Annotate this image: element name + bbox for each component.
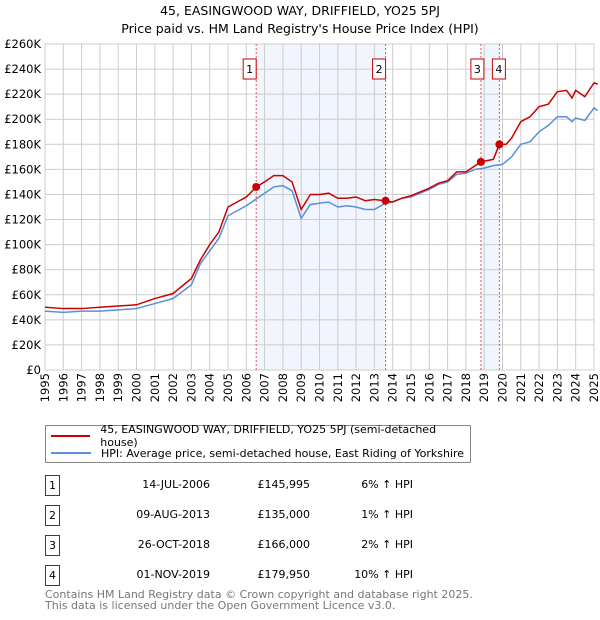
legend-label: HPI: Average price, semi-detached house,… bbox=[101, 446, 465, 460]
x-tick-label: 2025 bbox=[587, 373, 600, 402]
x-tick-label: 2015 bbox=[404, 373, 418, 402]
x-tick-label: 2008 bbox=[276, 373, 290, 402]
sale-number-label: 4 bbox=[495, 63, 502, 76]
x-tick-label: 2000 bbox=[130, 373, 144, 402]
x-tick-label: 2004 bbox=[203, 373, 217, 402]
footer: Contains HM Land Registry data © Crown c… bbox=[45, 589, 473, 611]
sale-row: 2 09-AUG-2013 £135,000 1% ↑ HPI bbox=[45, 505, 465, 526]
sale-hpi-diff: 2% ↑ HPI bbox=[361, 538, 413, 551]
chart-subtitle: Price paid vs. HM Land Registry's House … bbox=[121, 21, 479, 36]
x-tick-label: 2018 bbox=[459, 373, 473, 402]
x-tick-label: 1995 bbox=[38, 373, 52, 402]
footer-line-1: Contains HM Land Registry data © Crown c… bbox=[45, 588, 473, 601]
red-line-swatch bbox=[51, 435, 91, 437]
x-tick-label: 2010 bbox=[313, 373, 327, 402]
series-line bbox=[44, 106, 599, 314]
series-line bbox=[44, 81, 598, 310]
x-tick-label: 2019 bbox=[477, 373, 491, 402]
y-tick-label: £0 bbox=[26, 363, 41, 377]
sale-number-badge: 1 bbox=[45, 475, 60, 496]
sale-date: 09-AUG-2013 bbox=[136, 508, 210, 521]
sale-point bbox=[476, 157, 485, 166]
shaded-period bbox=[480, 44, 500, 370]
x-tick-label: 2003 bbox=[184, 373, 198, 402]
y-tick-label: £40K bbox=[12, 313, 42, 327]
y-tick-label: £20K bbox=[12, 338, 42, 352]
y-tick-label: £80K bbox=[12, 263, 42, 277]
sale-row: 1 14-JUL-2006 £145,995 6% ↑ HPI bbox=[45, 475, 465, 496]
sale-date: 26-OCT-2018 bbox=[137, 538, 210, 551]
x-tick-label: 2012 bbox=[349, 373, 363, 402]
x-tick-label: 2001 bbox=[148, 373, 162, 402]
chart-title: 45, EASINGWOOD WAY, DRIFFIELD, YO25 5PJ bbox=[160, 3, 440, 18]
x-tick-label: 2011 bbox=[331, 373, 345, 402]
sale-date: 01-NOV-2019 bbox=[136, 568, 210, 581]
x-tick-label: 2009 bbox=[294, 373, 308, 402]
sale-point bbox=[252, 182, 261, 191]
sale-point bbox=[495, 140, 504, 149]
sale-hpi-diff: 10% ↑ HPI bbox=[354, 568, 413, 581]
legend-label: 45, EASINGWOOD WAY, DRIFFIELD, YO25 5PJ … bbox=[100, 423, 437, 449]
sale-hpi-diff: 6% ↑ HPI bbox=[361, 478, 413, 491]
x-tick-label: 2014 bbox=[386, 373, 400, 402]
legend: 45, EASINGWOOD WAY, DRIFFIELD, YO25 5PJ … bbox=[45, 423, 471, 463]
x-tick-label: 2023 bbox=[550, 373, 564, 402]
sale-number-badge: 2 bbox=[45, 505, 60, 526]
sale-number-badge: 4 bbox=[45, 565, 60, 586]
sale-number-label: 3 bbox=[474, 63, 481, 76]
x-tick-label: 2002 bbox=[166, 373, 180, 402]
y-tick-label: £140K bbox=[4, 187, 41, 201]
sale-number-box bbox=[470, 58, 485, 80]
sale-price: £179,950 bbox=[257, 568, 311, 581]
legend-item-hpi: HPI: Average price, semi-detached house,… bbox=[46, 445, 464, 461]
x-tick-label: 2013 bbox=[367, 373, 381, 402]
x-tick-label: 2007 bbox=[258, 373, 272, 402]
x-tick-label: 2006 bbox=[239, 373, 253, 402]
sale-number-box bbox=[372, 58, 387, 80]
y-tick-label: £100K bbox=[4, 238, 41, 252]
x-tick-label: 1996 bbox=[56, 373, 70, 402]
sale-row: 3 26-OCT-2018 £166,000 2% ↑ HPI bbox=[45, 535, 465, 556]
y-tick-label: £180K bbox=[4, 137, 41, 151]
x-tick-label: 2005 bbox=[221, 373, 235, 402]
blue-line-swatch bbox=[51, 452, 91, 454]
legend-item-property: 45, EASINGWOOD WAY, DRIFFIELD, YO25 5PJ … bbox=[46, 423, 470, 449]
y-tick-label: £60K bbox=[12, 288, 42, 302]
y-tick-label: £120K bbox=[4, 213, 41, 227]
y-tick-label: £200K bbox=[4, 112, 41, 126]
shaded-period bbox=[256, 44, 386, 370]
plot-border bbox=[44, 43, 595, 371]
sale-price: £145,995 bbox=[257, 478, 311, 491]
x-tick-label: 1998 bbox=[93, 373, 107, 402]
sale-price: £135,000 bbox=[257, 508, 311, 521]
x-tick-label: 2020 bbox=[496, 373, 510, 402]
sale-hpi-diff: 1% ↑ HPI bbox=[361, 508, 413, 521]
sale-price: £166,000 bbox=[257, 538, 311, 551]
sale-number-label: 2 bbox=[376, 63, 383, 76]
x-tick-label: 2024 bbox=[569, 373, 583, 402]
sale-number-box bbox=[491, 58, 506, 80]
y-tick-label: £160K bbox=[4, 162, 41, 176]
y-tick-label: £240K bbox=[4, 62, 41, 76]
y-tick-label: £220K bbox=[4, 87, 41, 101]
x-tick-label: 2022 bbox=[532, 373, 546, 402]
sale-number-badge: 3 bbox=[45, 535, 60, 556]
sale-row: 4 01-NOV-2019 £179,950 10% ↑ HPI bbox=[45, 565, 465, 586]
x-tick-label: 2021 bbox=[514, 373, 528, 402]
sale-point bbox=[381, 196, 390, 205]
y-tick-label: £260K bbox=[4, 37, 41, 51]
x-tick-label: 1997 bbox=[75, 373, 89, 402]
x-tick-label: 1999 bbox=[111, 373, 125, 402]
plot-area: £0 £20K £40K £60K £80K £100K £120K £140K £160K £1… bbox=[4, 37, 600, 402]
sale-number-label: 1 bbox=[246, 63, 253, 76]
x-tick-label: 2016 bbox=[422, 373, 436, 402]
sale-date: 14-JUL-2006 bbox=[142, 478, 210, 491]
x-tick-label: 2017 bbox=[441, 373, 455, 402]
footer-line-2: This data is licensed under the Open Gov… bbox=[45, 599, 396, 612]
sale-number-box bbox=[242, 58, 257, 80]
